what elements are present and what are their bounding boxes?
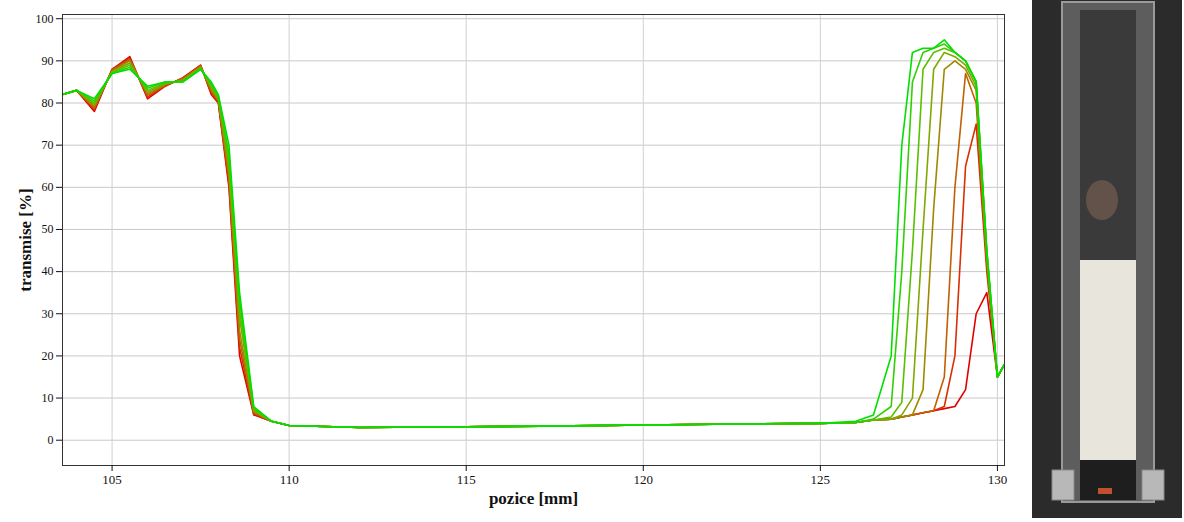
svg-text:125: 125	[811, 472, 831, 487]
svg-text:130: 130	[988, 472, 1008, 487]
svg-text:105: 105	[102, 472, 122, 487]
svg-text:90: 90	[42, 54, 54, 68]
svg-text:60: 60	[42, 180, 54, 194]
svg-text:30: 30	[42, 307, 54, 321]
svg-text:transmise [%]: transmise [%]	[16, 188, 35, 291]
svg-text:115: 115	[457, 472, 476, 487]
svg-text:pozice [mm]: pozice [mm]	[489, 489, 578, 508]
svg-text:120: 120	[634, 472, 654, 487]
svg-text:110: 110	[280, 472, 299, 487]
svg-text:50: 50	[42, 222, 54, 236]
svg-text:70: 70	[42, 138, 54, 152]
svg-text:80: 80	[42, 96, 54, 110]
svg-text:100: 100	[36, 12, 54, 26]
svg-text:0: 0	[48, 433, 54, 447]
svg-text:10: 10	[42, 391, 54, 405]
svg-text:20: 20	[42, 349, 54, 363]
svg-text:40: 40	[42, 264, 54, 278]
